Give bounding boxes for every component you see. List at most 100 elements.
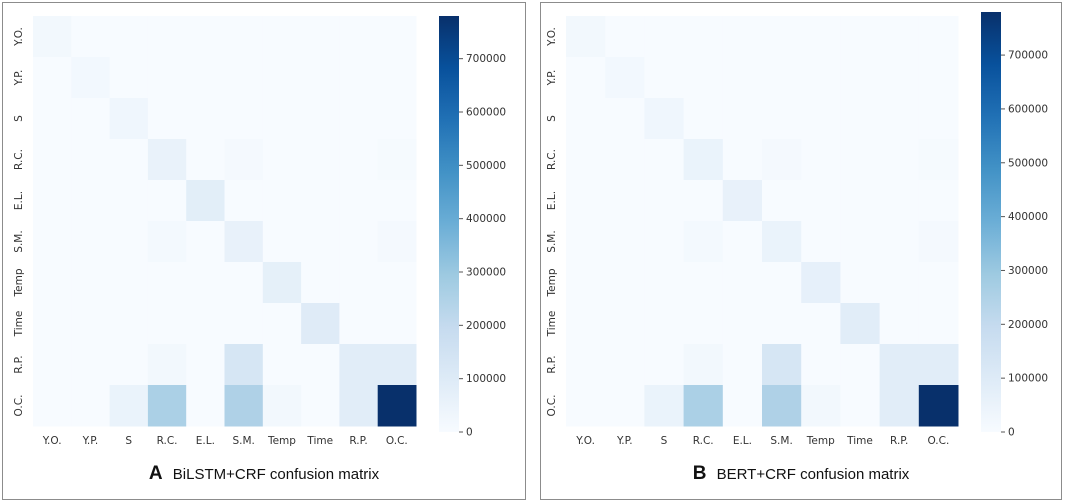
heatmap-b-xtick-label: R.C. <box>693 435 714 447</box>
heatmap-a-cell-7-8 <box>339 303 379 345</box>
heatmap-b-cell-5-8 <box>879 221 920 263</box>
heatmap-b-cell-3-0 <box>566 139 606 181</box>
heatmap-b-cell-2-5 <box>762 98 802 140</box>
colorbar-a-tick-label: 100000 <box>466 373 506 385</box>
heatmap-b-cell-3-5 <box>762 139 802 181</box>
heatmap-a-ytick-label: O.C. <box>13 395 25 417</box>
heatmap-b-cell-4-6 <box>801 180 841 222</box>
heatmap-a-cell-6-9 <box>377 262 417 304</box>
heatmap-b-cell-4-0 <box>566 180 606 222</box>
heatmap-a-cell-6-7 <box>301 262 340 304</box>
heatmap-b-cell-0-9 <box>918 16 959 58</box>
heatmap-b-cell-6-6 <box>801 262 841 304</box>
heatmap-b-xtick-label: O.C. <box>927 435 949 447</box>
heatmap-a-cell-0-7 <box>301 16 340 58</box>
heatmap-b-cell-6-0 <box>566 262 606 304</box>
heatmap-a-ytick-label: E.L. <box>13 191 25 210</box>
heatmap-a-cell-0-8 <box>339 16 379 58</box>
caption-b-letter: B <box>692 463 707 484</box>
heatmap-b-cell-1-0 <box>566 57 606 99</box>
heatmap-b-cell-5-5 <box>762 221 802 263</box>
heatmap-a-ytick-label: Temp <box>13 268 25 297</box>
heatmap-a-cell-6-8 <box>339 262 379 304</box>
heatmap-b-xtick-label: Temp <box>806 435 835 447</box>
heatmap-b-cell-6-3 <box>683 262 724 304</box>
heatmap-b-cell-5-0 <box>566 221 606 263</box>
heatmap-b-cell-6-7 <box>840 262 881 304</box>
heatmap-a-cell-3-5 <box>224 139 264 181</box>
heatmap-a-xtick-label: Y.O. <box>42 435 62 447</box>
heatmap-a-cell-4-8 <box>339 180 379 222</box>
heatmap-b-cell-4-3 <box>683 180 724 222</box>
heatmap-b-cell-2-9 <box>918 98 959 140</box>
heatmap-a-cell-6-4 <box>186 262 225 304</box>
heatmap-a-cell-0-2 <box>109 16 149 58</box>
heatmap-b-cell-0-7 <box>840 16 881 58</box>
heatmap-a-cell-7-6 <box>262 303 302 345</box>
colorbar-a-tick-label: 700000 <box>466 53 506 65</box>
heatmap-b-cell-0-8 <box>879 16 920 58</box>
heatmap-b-cell-3-3 <box>683 139 724 181</box>
heatmap-a-xtick-label: R.P. <box>349 435 367 447</box>
heatmap-b-cell-8-4 <box>722 344 763 386</box>
colorbar-b-tick-label: 600000 <box>1008 103 1048 115</box>
heatmap-a-cell-2-0 <box>33 98 72 140</box>
heatmap-b-cell-2-4 <box>722 98 763 140</box>
heatmap-a-cell-0-3 <box>147 16 187 58</box>
heatmap-a-cell-0-9 <box>377 16 417 58</box>
heatmap-b-xtick-label: S.M. <box>770 435 792 447</box>
heatmap-a-cell-0-0 <box>33 16 72 58</box>
heatmap-b-cell-0-1 <box>605 16 645 58</box>
heatmap-b-cell-0-0 <box>566 16 606 58</box>
heatmap-b-ytick-label: Time <box>546 311 558 338</box>
heatmap-a-cell-9-2 <box>109 385 149 427</box>
heatmap-a-cell-4-5 <box>224 180 264 222</box>
heatmap-b-cell-2-2 <box>644 98 685 140</box>
heatmap-b-cell-7-9 <box>918 303 959 345</box>
heatmap-a-cell-8-3 <box>147 344 187 386</box>
heatmap-b-cell-1-4 <box>722 57 763 99</box>
heatmap-a-cell-8-1 <box>71 344 111 386</box>
heatmap-b-ytick-label: E.L. <box>546 191 558 210</box>
heatmap-b-cell-7-4 <box>722 303 763 345</box>
heatmap-b-cell-5-9 <box>918 221 959 263</box>
heatmap-b-cell-2-8 <box>879 98 920 140</box>
heatmap-a-cell-2-4 <box>186 98 225 140</box>
heatmap-a-cell-5-2 <box>109 221 149 263</box>
heatmap-b-cell-9-0 <box>566 385 606 427</box>
heatmap-a-cell-2-1 <box>71 98 111 140</box>
heatmap-b-cell-8-9 <box>918 344 959 386</box>
heatmap-a-cell-0-4 <box>186 16 225 58</box>
caption-b: B BERT+CRF confusion matrix <box>541 463 1061 485</box>
heatmap-b-xtick-label: Y.O. <box>575 435 595 447</box>
heatmap-a-cell-2-8 <box>339 98 379 140</box>
heatmap-a-xtick-label: R.C. <box>157 435 178 447</box>
heatmap-b-cell-2-7 <box>840 98 881 140</box>
heatmap-b-cell-3-8 <box>879 139 920 181</box>
colorbar-a-tick-label: 600000 <box>466 107 506 119</box>
heatmap-a-cell-6-0 <box>33 262 72 304</box>
heatmap-a-cell-6-6 <box>262 262 302 304</box>
caption-a: A BiLSTM+CRF confusion matrix <box>3 463 525 485</box>
heatmap-a-cell-2-9 <box>377 98 417 140</box>
heatmap-a-xtick-label: Time <box>306 435 333 447</box>
heatmap-b-cell-3-9 <box>918 139 959 181</box>
heatmap-a-cell-4-3 <box>147 180 187 222</box>
heatmap-a-cell-1-6 <box>262 57 302 99</box>
heatmap-a-cell-2-7 <box>301 98 340 140</box>
heatmap-a-cell-6-5 <box>224 262 264 304</box>
heatmap-a-cell-7-9 <box>377 303 417 345</box>
heatmap-a-ytick-label: Time <box>13 311 25 338</box>
heatmap-b-cell-3-4 <box>722 139 763 181</box>
heatmap-a-cell-6-3 <box>147 262 187 304</box>
heatmap-b-cell-7-1 <box>605 303 645 345</box>
heatmap-a-cell-1-4 <box>186 57 225 99</box>
heatmap-b-xtick-label: E.L. <box>733 435 752 447</box>
heatmap-b-cell-8-0 <box>566 344 606 386</box>
heatmap-a-xtick-label: S <box>125 435 132 447</box>
heatmap-a-cell-8-5 <box>224 344 264 386</box>
heatmap-b-cell-9-2 <box>644 385 685 427</box>
heatmap-b-cell-0-4 <box>722 16 763 58</box>
heatmap-b-cell-9-8 <box>879 385 920 427</box>
heatmap-b-cell-1-2 <box>644 57 685 99</box>
